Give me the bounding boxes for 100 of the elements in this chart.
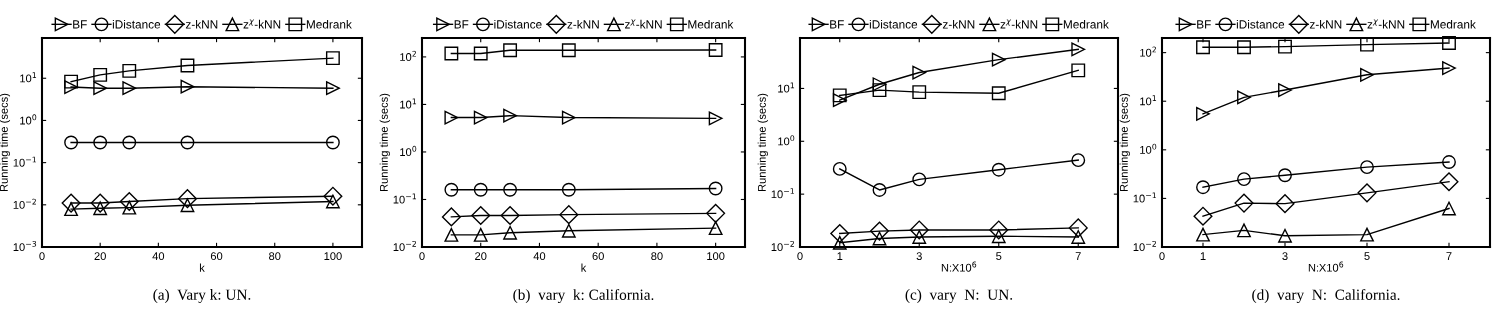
point <box>473 46 488 61</box>
x-tick-label: 0 <box>419 252 425 261</box>
y-tick-label: 10$^{2}$ <box>1140 46 1156 57</box>
y-tick-label: 10$^{1}$ <box>400 98 417 109</box>
point <box>473 182 488 197</box>
point <box>503 43 518 58</box>
legend-label: z$^{χ}$-kNN <box>243 19 281 29</box>
point <box>180 79 195 94</box>
point <box>180 135 195 150</box>
x-tick-label: 5 <box>1364 252 1370 261</box>
y-tick-label: 10$^{−2}$ <box>771 240 794 252</box>
y-tick-label: 10$^{−2}$ <box>1133 240 1156 252</box>
point <box>561 43 576 58</box>
point <box>122 81 137 96</box>
x-tick-label: 100 <box>324 252 342 261</box>
point <box>1278 168 1292 183</box>
legend-label: iDistance <box>494 19 542 29</box>
legend-label: BF <box>1197 20 1211 29</box>
point <box>1193 206 1213 226</box>
point <box>64 74 79 89</box>
point <box>1442 201 1456 216</box>
point <box>832 161 847 176</box>
point <box>991 52 1006 67</box>
point <box>1237 223 1251 238</box>
point <box>473 110 488 125</box>
point <box>872 183 887 197</box>
point <box>561 182 576 197</box>
y-tick-label: 10$^{0}$ <box>778 135 795 146</box>
x-tick-label: 20 <box>475 252 487 261</box>
x-axis-title: k <box>199 263 205 272</box>
point <box>122 135 137 150</box>
point <box>1278 228 1292 243</box>
legend-label: BF <box>830 20 844 29</box>
point <box>1360 227 1374 242</box>
y-tick-label: 10$^{−2}$ <box>13 198 36 209</box>
point <box>561 110 576 125</box>
point <box>503 182 518 197</box>
point <box>1196 106 1210 121</box>
text: (a) Vary k: UN. <box>153 289 251 303</box>
point <box>559 205 579 225</box>
point <box>119 191 139 212</box>
point <box>1068 218 1088 238</box>
point <box>869 221 890 241</box>
y-axis-title: Running time (secs) <box>0 93 11 191</box>
point <box>832 93 847 108</box>
legend-label: z-kNN <box>942 19 975 29</box>
point <box>1442 155 1456 169</box>
y-tick-label: 10$^{−1}$ <box>771 188 795 199</box>
point <box>64 135 79 150</box>
point <box>1442 61 1456 76</box>
point <box>93 135 108 150</box>
x-tick-label: 7 <box>1075 252 1081 260</box>
legend-label: z-kNN <box>185 19 218 29</box>
y-axis-title: Running time (secs) <box>1119 93 1131 191</box>
point <box>708 111 723 126</box>
point <box>1071 153 1086 168</box>
point <box>708 181 723 196</box>
point <box>912 172 927 187</box>
point <box>1196 180 1210 195</box>
x-tick-label: 5 <box>996 252 1002 261</box>
y-tick-label: 10$^{−1}$ <box>13 156 37 167</box>
x-tick-label: 40 <box>533 252 546 261</box>
point <box>1237 90 1251 105</box>
x-tick-label: 60 <box>210 252 223 261</box>
point <box>325 51 340 66</box>
point <box>500 205 520 226</box>
x-tick-label: 60 <box>592 252 604 261</box>
y-tick-label: 10$^{1}$ <box>20 72 37 83</box>
point <box>1275 194 1295 214</box>
point <box>441 207 461 227</box>
point <box>832 235 847 250</box>
point <box>1360 160 1374 175</box>
point <box>1278 83 1292 97</box>
point <box>444 227 459 242</box>
legend-label: z-kNN <box>567 19 599 29</box>
x-tick-label: 3 <box>916 252 922 261</box>
point <box>1360 67 1374 82</box>
point <box>1071 42 1086 57</box>
point <box>61 193 81 213</box>
point <box>989 220 1009 240</box>
x-tick-label: 0 <box>39 252 45 261</box>
point <box>832 88 847 103</box>
y-tick-label: 10$^{1}$ <box>778 82 795 93</box>
x-axis-title: N:X10$^{6}$ <box>941 261 977 272</box>
point <box>708 221 723 236</box>
point <box>503 225 518 240</box>
point <box>473 227 488 242</box>
x-tick-label: 20 <box>94 252 106 261</box>
point <box>909 220 929 240</box>
x-tick-label: 80 <box>651 252 663 261</box>
point <box>444 46 459 61</box>
point <box>1357 183 1377 203</box>
y-axis-title: Running time (secs) <box>379 93 391 191</box>
point <box>471 205 491 226</box>
point <box>1071 63 1086 78</box>
point <box>90 193 110 213</box>
legend-label: iDistance <box>112 19 161 29</box>
legend-label: iDistance <box>1236 19 1285 29</box>
legend-label: Medrank <box>1063 19 1109 29</box>
point <box>64 80 79 94</box>
